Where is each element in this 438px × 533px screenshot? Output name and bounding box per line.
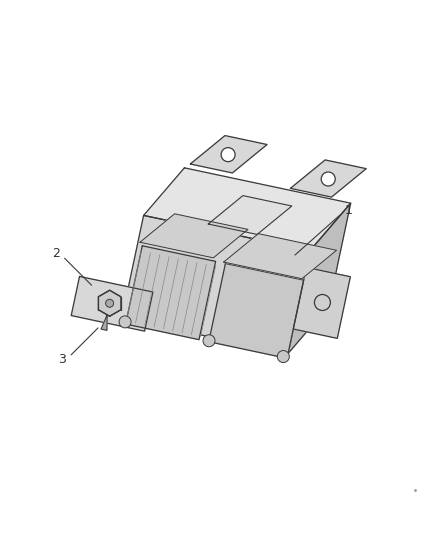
Polygon shape — [121, 215, 309, 353]
Text: 3: 3 — [58, 353, 66, 366]
Polygon shape — [223, 233, 336, 279]
Polygon shape — [208, 263, 303, 358]
Text: 2: 2 — [52, 247, 60, 260]
Polygon shape — [101, 315, 107, 330]
Polygon shape — [71, 277, 152, 331]
Polygon shape — [125, 246, 215, 340]
Circle shape — [202, 335, 215, 347]
Text: 1: 1 — [344, 204, 352, 216]
Polygon shape — [98, 290, 120, 316]
Circle shape — [221, 148, 235, 161]
Polygon shape — [140, 214, 247, 258]
Polygon shape — [208, 196, 291, 235]
Circle shape — [106, 299, 113, 307]
Circle shape — [99, 293, 119, 313]
Circle shape — [277, 351, 289, 362]
Polygon shape — [287, 203, 350, 353]
Polygon shape — [190, 135, 266, 173]
Circle shape — [119, 316, 131, 328]
Polygon shape — [293, 268, 350, 338]
Circle shape — [314, 295, 330, 311]
Circle shape — [321, 172, 335, 186]
Polygon shape — [143, 168, 350, 251]
Polygon shape — [290, 160, 365, 197]
